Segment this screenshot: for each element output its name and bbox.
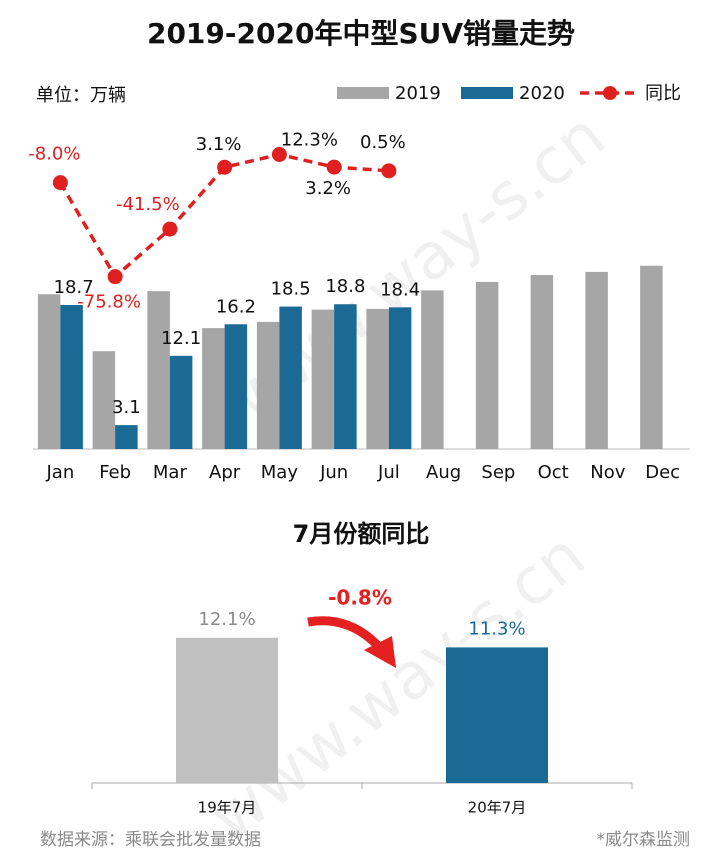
data-label: 16.2 (216, 296, 256, 317)
data-label: 12.1% (198, 609, 255, 630)
bar (640, 265, 663, 449)
x-tick-label: Nov (590, 462, 625, 483)
arrow-head (364, 636, 396, 668)
legend-swatch (337, 87, 389, 99)
line-marker (381, 163, 397, 179)
bar (115, 425, 138, 449)
line-marker (217, 159, 233, 175)
data-label: -41.5% (116, 194, 180, 215)
bar (311, 309, 335, 449)
x-tick-label: 19年7月 (198, 799, 257, 817)
legend-swatch (461, 87, 513, 99)
line-marker (162, 221, 178, 237)
bar (37, 294, 61, 449)
bar (147, 291, 170, 449)
x-tick-label: Jul (377, 462, 400, 483)
legend-label: 2019 (395, 83, 441, 104)
note: *威尔森监测 (597, 830, 691, 850)
data-label: -8.0% (28, 144, 80, 165)
x-tick-label: Sep (481, 462, 515, 483)
source: 数据来源：乘联会批发量数据 (40, 830, 261, 850)
x-tick-label: Jun (319, 462, 348, 483)
bar (169, 355, 193, 449)
legend-label: 2020 (519, 83, 565, 104)
bar (334, 304, 357, 449)
bar (388, 307, 412, 449)
data-label: 3.1 (112, 397, 141, 418)
x-tick-label: 20年7月 (468, 799, 527, 817)
bar (60, 305, 83, 449)
bar (256, 321, 280, 449)
chart-title: 7月份额同比 (293, 520, 430, 548)
line-marker (326, 159, 342, 175)
unit-label: 单位：万辆 (36, 85, 126, 106)
bar (530, 274, 554, 449)
x-tick-label: May (261, 462, 299, 483)
line-marker (271, 146, 287, 162)
bar (202, 328, 225, 449)
bar (176, 637, 278, 783)
x-tick-label: Feb (99, 462, 131, 483)
data-label: 11.3% (468, 618, 525, 639)
x-tick-label: Aug (426, 462, 461, 483)
data-label: 0.5% (360, 132, 406, 153)
data-label: 18.7 (54, 277, 94, 298)
chart-title: 2019-2020年中型SUV销量走势 (147, 17, 575, 50)
bar (585, 271, 608, 449)
data-label: 18.8 (325, 276, 365, 297)
legend-label: 同比 (645, 83, 681, 104)
bar (366, 308, 389, 449)
data-label: 18.4 (380, 279, 420, 300)
arrow (307, 616, 384, 652)
data-label: -75.8% (77, 292, 141, 313)
x-tick-label: Oct (538, 462, 569, 483)
data-label: 18.5 (271, 279, 311, 300)
annotation: -0.8% (328, 586, 392, 610)
x-tick-label: Jan (46, 462, 75, 483)
bar (446, 647, 548, 783)
bar (421, 290, 444, 449)
data-label: 3.1% (196, 134, 242, 155)
data-label: 3.2% (305, 178, 351, 199)
data-label: 12.3% (281, 129, 338, 150)
bar (92, 351, 116, 449)
x-tick-label: Mar (153, 462, 188, 483)
legend-swatch (603, 86, 617, 100)
x-tick-label: Apr (209, 462, 241, 483)
data-label: 12.1 (161, 328, 201, 349)
bar (224, 324, 248, 449)
line-marker (52, 175, 68, 191)
bar (475, 281, 499, 449)
x-tick-label: Dec (645, 462, 680, 483)
line-marker (107, 269, 123, 285)
bar (279, 306, 302, 449)
